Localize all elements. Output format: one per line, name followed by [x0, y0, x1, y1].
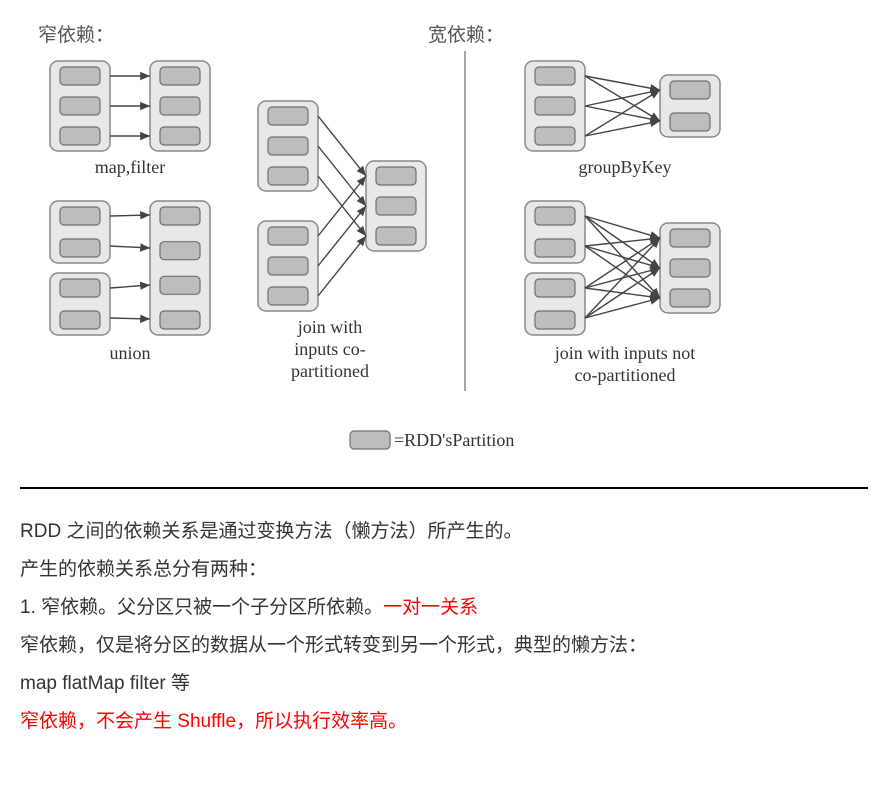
- diagram-label: inputs co-: [294, 339, 366, 359]
- dependency-arrow: [585, 90, 660, 106]
- desc-line-4: 窄依赖，仅是将分区的数据从一个形式转变到另一个形式，典型的懒方法：: [20, 627, 868, 665]
- partition-block: [376, 197, 416, 215]
- desc-line-3: 1. 窄依赖。父分区只被一个子分区所依赖。一对一关系: [20, 589, 868, 627]
- dependency-arrow: [110, 215, 150, 216]
- partition-block: [268, 257, 308, 275]
- narrow-dep-header: 窄依赖：: [20, 20, 398, 47]
- partition-block: [535, 127, 575, 145]
- partition-block: [268, 137, 308, 155]
- partition-block: [60, 127, 100, 145]
- dependency-arrow: [110, 285, 150, 288]
- diagram-label: union: [109, 343, 150, 363]
- diagram-svg: map,filter union join withinputs co-partit…: [20, 51, 860, 481]
- desc-line-6: 窄依赖，不会产生 Shuffle，所以执行效率高。: [20, 703, 868, 741]
- diagram-label: co-partitioned: [575, 365, 676, 385]
- partition-block: [535, 239, 575, 257]
- partition-block: [60, 279, 100, 297]
- partition-block: [376, 167, 416, 185]
- partition-block: [160, 242, 200, 260]
- diagram-label: map,filter: [95, 157, 165, 177]
- wide-dep-header: 宽依赖：: [398, 20, 868, 47]
- one-to-one-highlight: 一对一关系: [383, 597, 478, 618]
- dependency-arrow: [318, 206, 366, 266]
- partition-block: [670, 289, 710, 307]
- partition-block: [670, 229, 710, 247]
- diagram-label: partitioned: [291, 361, 369, 381]
- partition-block: [535, 311, 575, 329]
- dependency-arrow: [585, 268, 660, 318]
- desc-line-2: 产生的依赖关系总分有两种：: [20, 551, 868, 589]
- dependency-arrow: [318, 236, 366, 296]
- partition-block: [535, 67, 575, 85]
- partition-block: [670, 81, 710, 99]
- dependency-arrow: [585, 298, 660, 318]
- partition-block: [60, 97, 100, 115]
- partition-block: [268, 227, 308, 245]
- dependency-arrow: [110, 318, 150, 319]
- diagram-label: =RDD'sPartition: [394, 430, 514, 450]
- partition-block: [160, 67, 200, 85]
- partition-block: [535, 97, 575, 115]
- partition-block: [160, 127, 200, 145]
- partition-block: [268, 287, 308, 305]
- partition-block: [670, 113, 710, 131]
- partition-block: [60, 207, 100, 225]
- dependency-arrow: [585, 216, 660, 238]
- partition-block: [160, 311, 200, 329]
- description-text: RDD 之间的依赖关系是通过变换方法（懒方法）所产生的。 产生的依赖关系总分有两…: [20, 513, 868, 741]
- dependency-arrow: [318, 146, 366, 206]
- dependency-arrow: [110, 246, 150, 248]
- partition-block: [670, 259, 710, 277]
- dependency-arrow: [318, 116, 366, 176]
- section-divider: [20, 487, 868, 489]
- partition-block: [535, 207, 575, 225]
- rdd-dependency-diagram: map,filter union join withinputs co-partit…: [20, 51, 868, 481]
- partition-block: [160, 97, 200, 115]
- partition-block: [160, 276, 200, 294]
- legend-block-icon: [350, 431, 390, 449]
- dependency-headers: 窄依赖： 宽依赖：: [20, 20, 868, 47]
- desc-line-1: RDD 之间的依赖关系是通过变换方法（懒方法）所产生的。: [20, 513, 868, 551]
- partition-block: [60, 67, 100, 85]
- partition-block: [60, 311, 100, 329]
- partition-block: [268, 107, 308, 125]
- diagram-label: join with: [297, 317, 363, 337]
- desc-line-5: map flatMap filter 等: [20, 665, 868, 703]
- partition-block: [268, 167, 308, 185]
- diagram-label: join with inputs not: [554, 343, 696, 363]
- diagram-label: groupByKey: [579, 157, 672, 177]
- partition-block: [60, 239, 100, 257]
- partition-block: [535, 279, 575, 297]
- partition-block: [376, 227, 416, 245]
- partition-block: [160, 207, 200, 225]
